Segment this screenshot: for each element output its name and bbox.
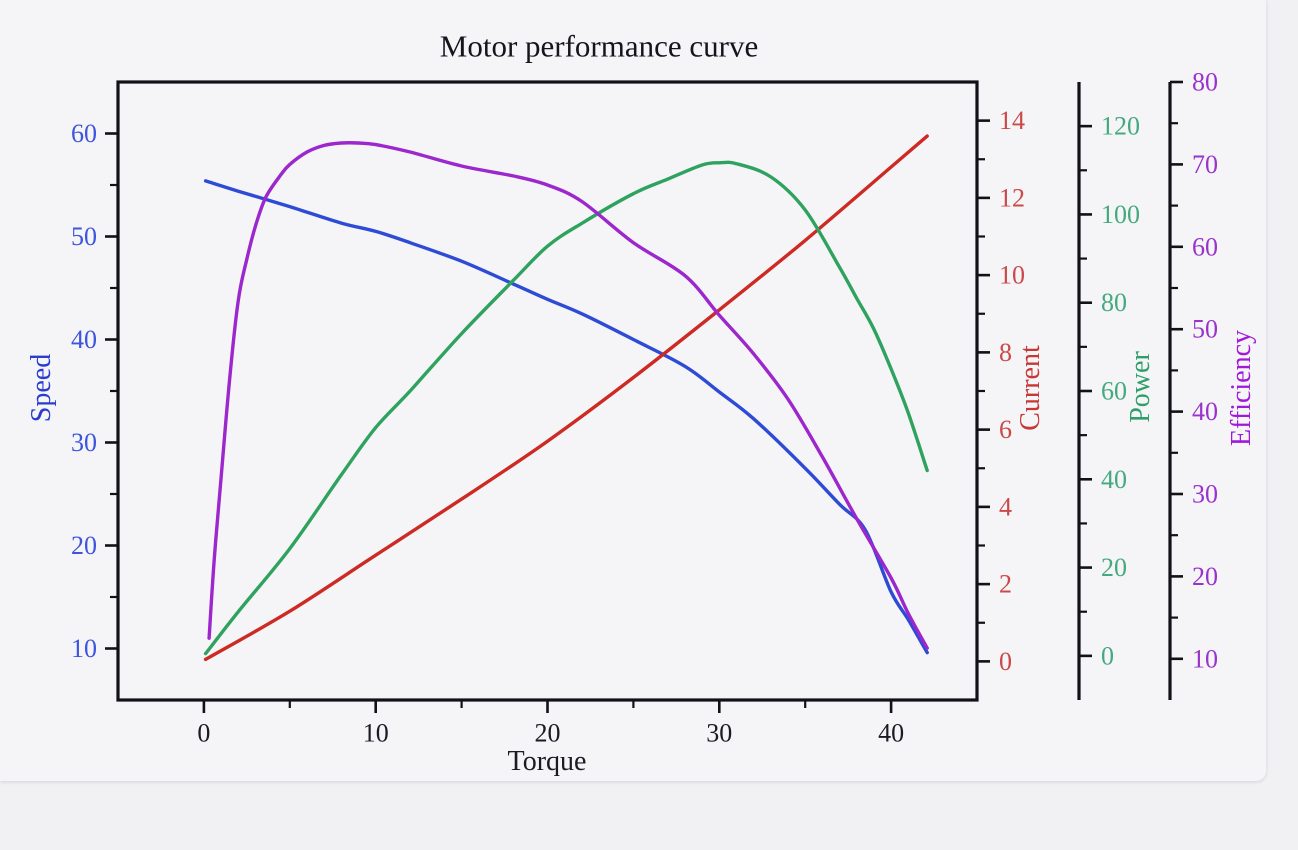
current-axis-tick-label: 4 <box>999 492 1012 521</box>
x-axis-tick-label: 20 <box>535 719 561 748</box>
x-axis-label: Torque <box>507 746 587 777</box>
speed-axis-tick-label: 20 <box>71 531 97 560</box>
efficiency-axis-tick-label: 10 <box>1192 644 1218 673</box>
efficiency-axis-tick-label: 60 <box>1192 232 1218 261</box>
speed-curve <box>203 179 929 655</box>
speed-axis-tick-label: 60 <box>71 119 97 148</box>
current-axis-tick-label: 10 <box>999 261 1025 290</box>
speed-axis-tick-label: 50 <box>71 222 97 251</box>
speed-axis-tick-label: 10 <box>71 634 97 663</box>
current-axis-tick-label: 0 <box>999 647 1012 676</box>
y-axis-label-efficiency: Efficiency <box>1226 329 1257 447</box>
power-axis-tick-label: 40 <box>1101 465 1127 494</box>
current-axis-tick-label: 8 <box>999 338 1012 367</box>
power-axis-tick-label: 80 <box>1101 288 1127 317</box>
efficiency-axis-tick-label: 50 <box>1192 315 1218 344</box>
chart-card <box>0 0 1266 781</box>
efficiency-curve <box>207 141 929 650</box>
current-curve <box>203 134 929 662</box>
y-axis-label-power: Power <box>1125 351 1156 423</box>
x-axis-tick-label: 0 <box>197 719 210 748</box>
plot-frame <box>116 80 979 702</box>
x-axis-tick-label: 30 <box>706 719 732 748</box>
y-axis-label-speed: Speed <box>26 353 57 423</box>
speed-axis-tick-label: 30 <box>71 428 97 457</box>
current-axis-tick-label: 14 <box>999 106 1025 135</box>
power-axis-tick-label: 100 <box>1101 200 1140 229</box>
power-axis-tick-label: 20 <box>1101 553 1127 582</box>
y-axis-label-current: Current <box>1015 345 1046 431</box>
efficiency-axis-tick-label: 40 <box>1192 397 1218 426</box>
power-axis-tick-label: 60 <box>1101 377 1127 406</box>
current-axis-tick-label: 12 <box>999 183 1025 212</box>
power-axis-tick-label: 0 <box>1101 641 1114 670</box>
x-axis-tick-label: 40 <box>878 719 904 748</box>
efficiency-axis-tick-label: 80 <box>1192 68 1218 97</box>
chart-title: Motor performance curve <box>439 28 759 64</box>
power-curve <box>203 160 929 656</box>
efficiency-axis-tick-label: 30 <box>1192 480 1218 509</box>
efficiency-axis-tick-label: 70 <box>1192 150 1218 179</box>
power-axis-tick-label: 120 <box>1101 112 1140 141</box>
efficiency-axis-tick-label: 20 <box>1192 562 1218 591</box>
current-axis-tick-label: 6 <box>999 415 1012 444</box>
speed-axis-tick-label: 40 <box>71 325 97 354</box>
current-axis-tick-label: 2 <box>999 570 1012 599</box>
x-axis-tick-label: 10 <box>363 719 389 748</box>
